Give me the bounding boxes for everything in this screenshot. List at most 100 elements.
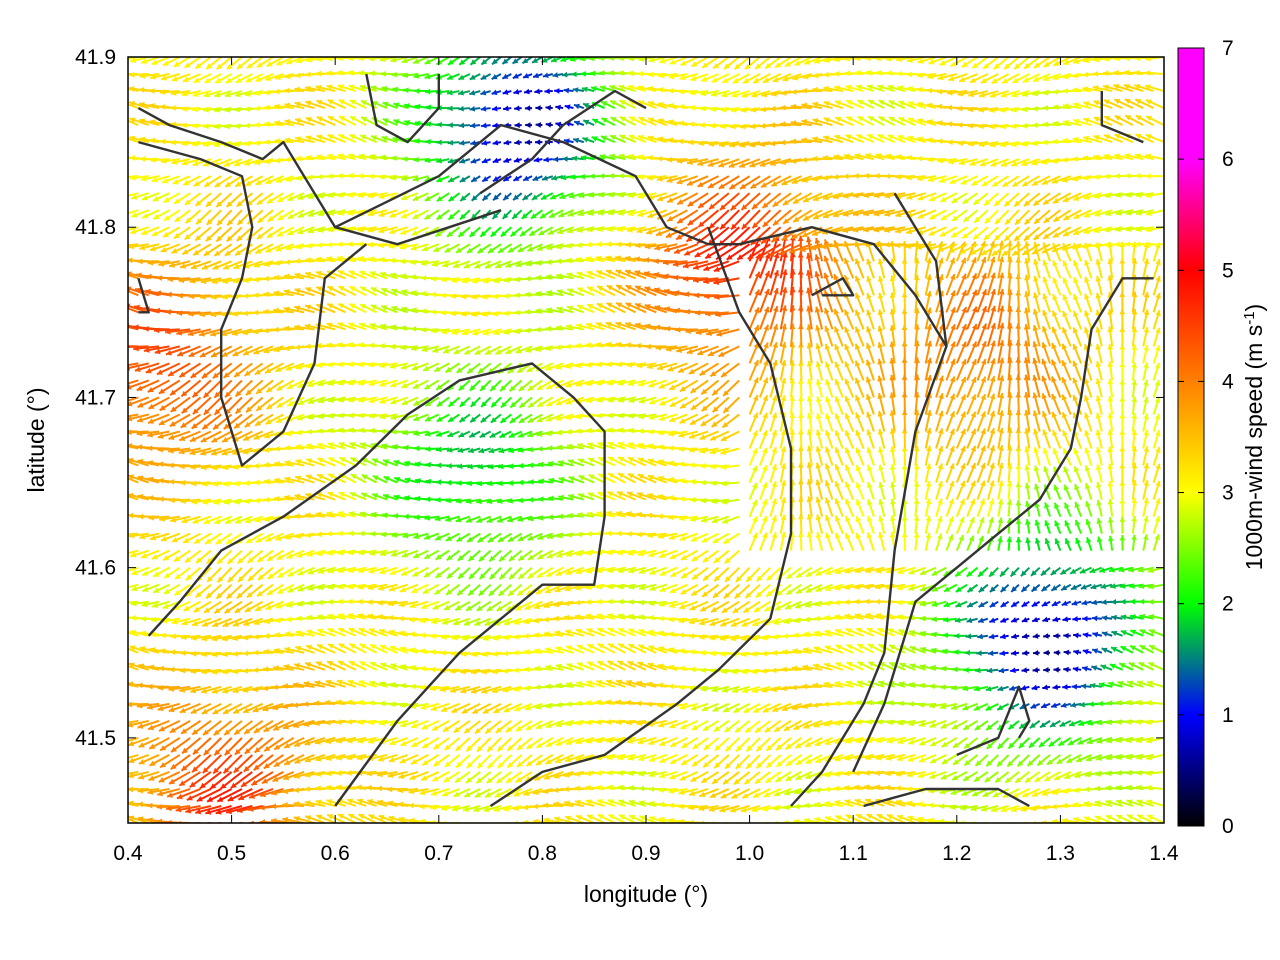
wind-arrow-head xyxy=(252,706,259,713)
wind-arrow-head xyxy=(534,648,540,654)
wind-arrow-head xyxy=(678,632,684,639)
wind-arrow-head xyxy=(555,429,562,436)
wind-arrow-head xyxy=(576,815,583,821)
wind-arrow-head xyxy=(538,496,544,502)
wind-arrow-head xyxy=(487,762,494,769)
wind-arrow-head xyxy=(477,762,484,769)
wind-arrow-head xyxy=(1053,632,1059,639)
wind-arrow-head xyxy=(635,700,642,707)
wind-arrow-head xyxy=(596,784,602,791)
wind-arrow-head xyxy=(200,782,206,789)
wind-arrow-head xyxy=(379,720,385,726)
wind-arrow-head xyxy=(863,784,870,790)
wind-arrow-head xyxy=(119,532,124,538)
wind-arrow-head xyxy=(1063,666,1069,673)
wind-arrow-head xyxy=(370,644,377,650)
wind-arrow-head xyxy=(147,704,153,710)
wind-arrow-head xyxy=(186,795,193,801)
wind-arrow-head xyxy=(1096,738,1103,744)
wind-arrow-head xyxy=(703,725,710,731)
wind-arrow-head xyxy=(953,742,960,748)
wind-arrow-head xyxy=(689,649,695,655)
wind-arrow-head xyxy=(316,661,323,667)
wind-arrow-head xyxy=(168,706,175,713)
wind-arrow-head xyxy=(248,806,254,812)
wind-arrow-head xyxy=(1052,789,1059,796)
wind-arrow-head xyxy=(626,531,632,537)
wind-arrow-head xyxy=(304,772,311,778)
wind-arrow-head xyxy=(523,666,530,673)
wind-arrow-head xyxy=(1063,649,1070,656)
wind-arrow-head xyxy=(317,644,324,650)
wind-arrow-head xyxy=(253,649,259,656)
wind-arrow xyxy=(128,804,129,806)
wind-arrow-head xyxy=(336,679,343,686)
wind-arrow-head xyxy=(118,492,124,497)
wind-arrow-head xyxy=(233,480,240,487)
wind-arrow-head xyxy=(751,687,758,694)
wind-arrow-head xyxy=(156,804,162,810)
wind-arrow-head xyxy=(814,615,820,622)
wind-arrow-head xyxy=(1095,815,1101,821)
wind-arrow-head xyxy=(336,738,342,744)
wind-arrow-head xyxy=(597,814,604,820)
wind-arrow-head xyxy=(617,598,624,605)
wind-arrow-head xyxy=(325,770,332,777)
wind-arrow-head xyxy=(657,513,663,520)
wind-arrow-head xyxy=(254,747,261,753)
wind-arrow-head xyxy=(1044,775,1051,781)
wind-arrow-head xyxy=(1073,787,1079,794)
wind-arrow-head xyxy=(325,784,332,791)
wind-arrow-head xyxy=(1139,645,1146,651)
wind-arrow-head xyxy=(315,799,322,806)
wind-arrow-head xyxy=(526,760,533,767)
wind-arrow-head xyxy=(649,756,655,762)
wind-arrow-head xyxy=(118,757,124,763)
wind-arrow-head xyxy=(118,772,124,778)
wind-arrow-head xyxy=(607,412,613,419)
wind-arrow-head xyxy=(1051,803,1057,810)
wind-arrow-head xyxy=(477,745,483,752)
wind-arrow-head xyxy=(314,680,321,686)
wind-arrow-head xyxy=(408,802,414,809)
wind-arrow-head xyxy=(721,480,727,487)
wind-arrow-head xyxy=(461,708,468,714)
wind-arrow-head xyxy=(964,759,971,766)
wind-arrow-head xyxy=(638,755,645,762)
wind-arrow-head xyxy=(388,815,395,822)
wind-arrow-head xyxy=(492,651,498,657)
wind-arrow-head xyxy=(388,757,395,763)
wind-arrow-head xyxy=(325,738,332,745)
wind-arrow-head xyxy=(327,599,333,605)
wind-arrow-head xyxy=(398,615,404,622)
wind-arrow-head xyxy=(380,662,387,668)
wind-arrow-head xyxy=(305,532,311,539)
wind-arrow-head xyxy=(909,646,916,652)
wind-arrow-head xyxy=(283,664,290,670)
wind-arrow-head xyxy=(368,738,375,744)
wind-arrow-head xyxy=(1125,718,1132,725)
wind-arrow-head xyxy=(1146,770,1152,777)
wind-arrow-head xyxy=(414,495,421,502)
wind-arrow-head xyxy=(544,774,550,780)
wind-arrow-head xyxy=(555,757,562,764)
wind-arrow-head xyxy=(930,740,937,747)
wind-arrow-head xyxy=(368,719,375,726)
wind-arrow-head xyxy=(938,803,945,810)
wind-arrow-head xyxy=(898,700,904,707)
wind-arrow-head xyxy=(1126,799,1133,805)
wind-arrow-head xyxy=(1135,719,1142,725)
wind-arrow-head xyxy=(814,787,820,793)
wind-arrow-head xyxy=(118,457,124,462)
wind-arrow-head xyxy=(207,796,214,802)
wind-arrow-head xyxy=(1088,701,1094,708)
wind-arrow xyxy=(1163,428,1164,432)
wind-arrow-head xyxy=(410,683,416,690)
wind-arrow-head xyxy=(1015,537,1022,543)
wind-arrow-head xyxy=(282,703,288,710)
wind-arrow-head xyxy=(1131,534,1137,541)
wind-arrow-head xyxy=(542,788,549,795)
wind-arrow-head xyxy=(1137,680,1143,686)
wind-arrow-head xyxy=(441,805,447,812)
wind-arrow-head xyxy=(452,806,459,812)
